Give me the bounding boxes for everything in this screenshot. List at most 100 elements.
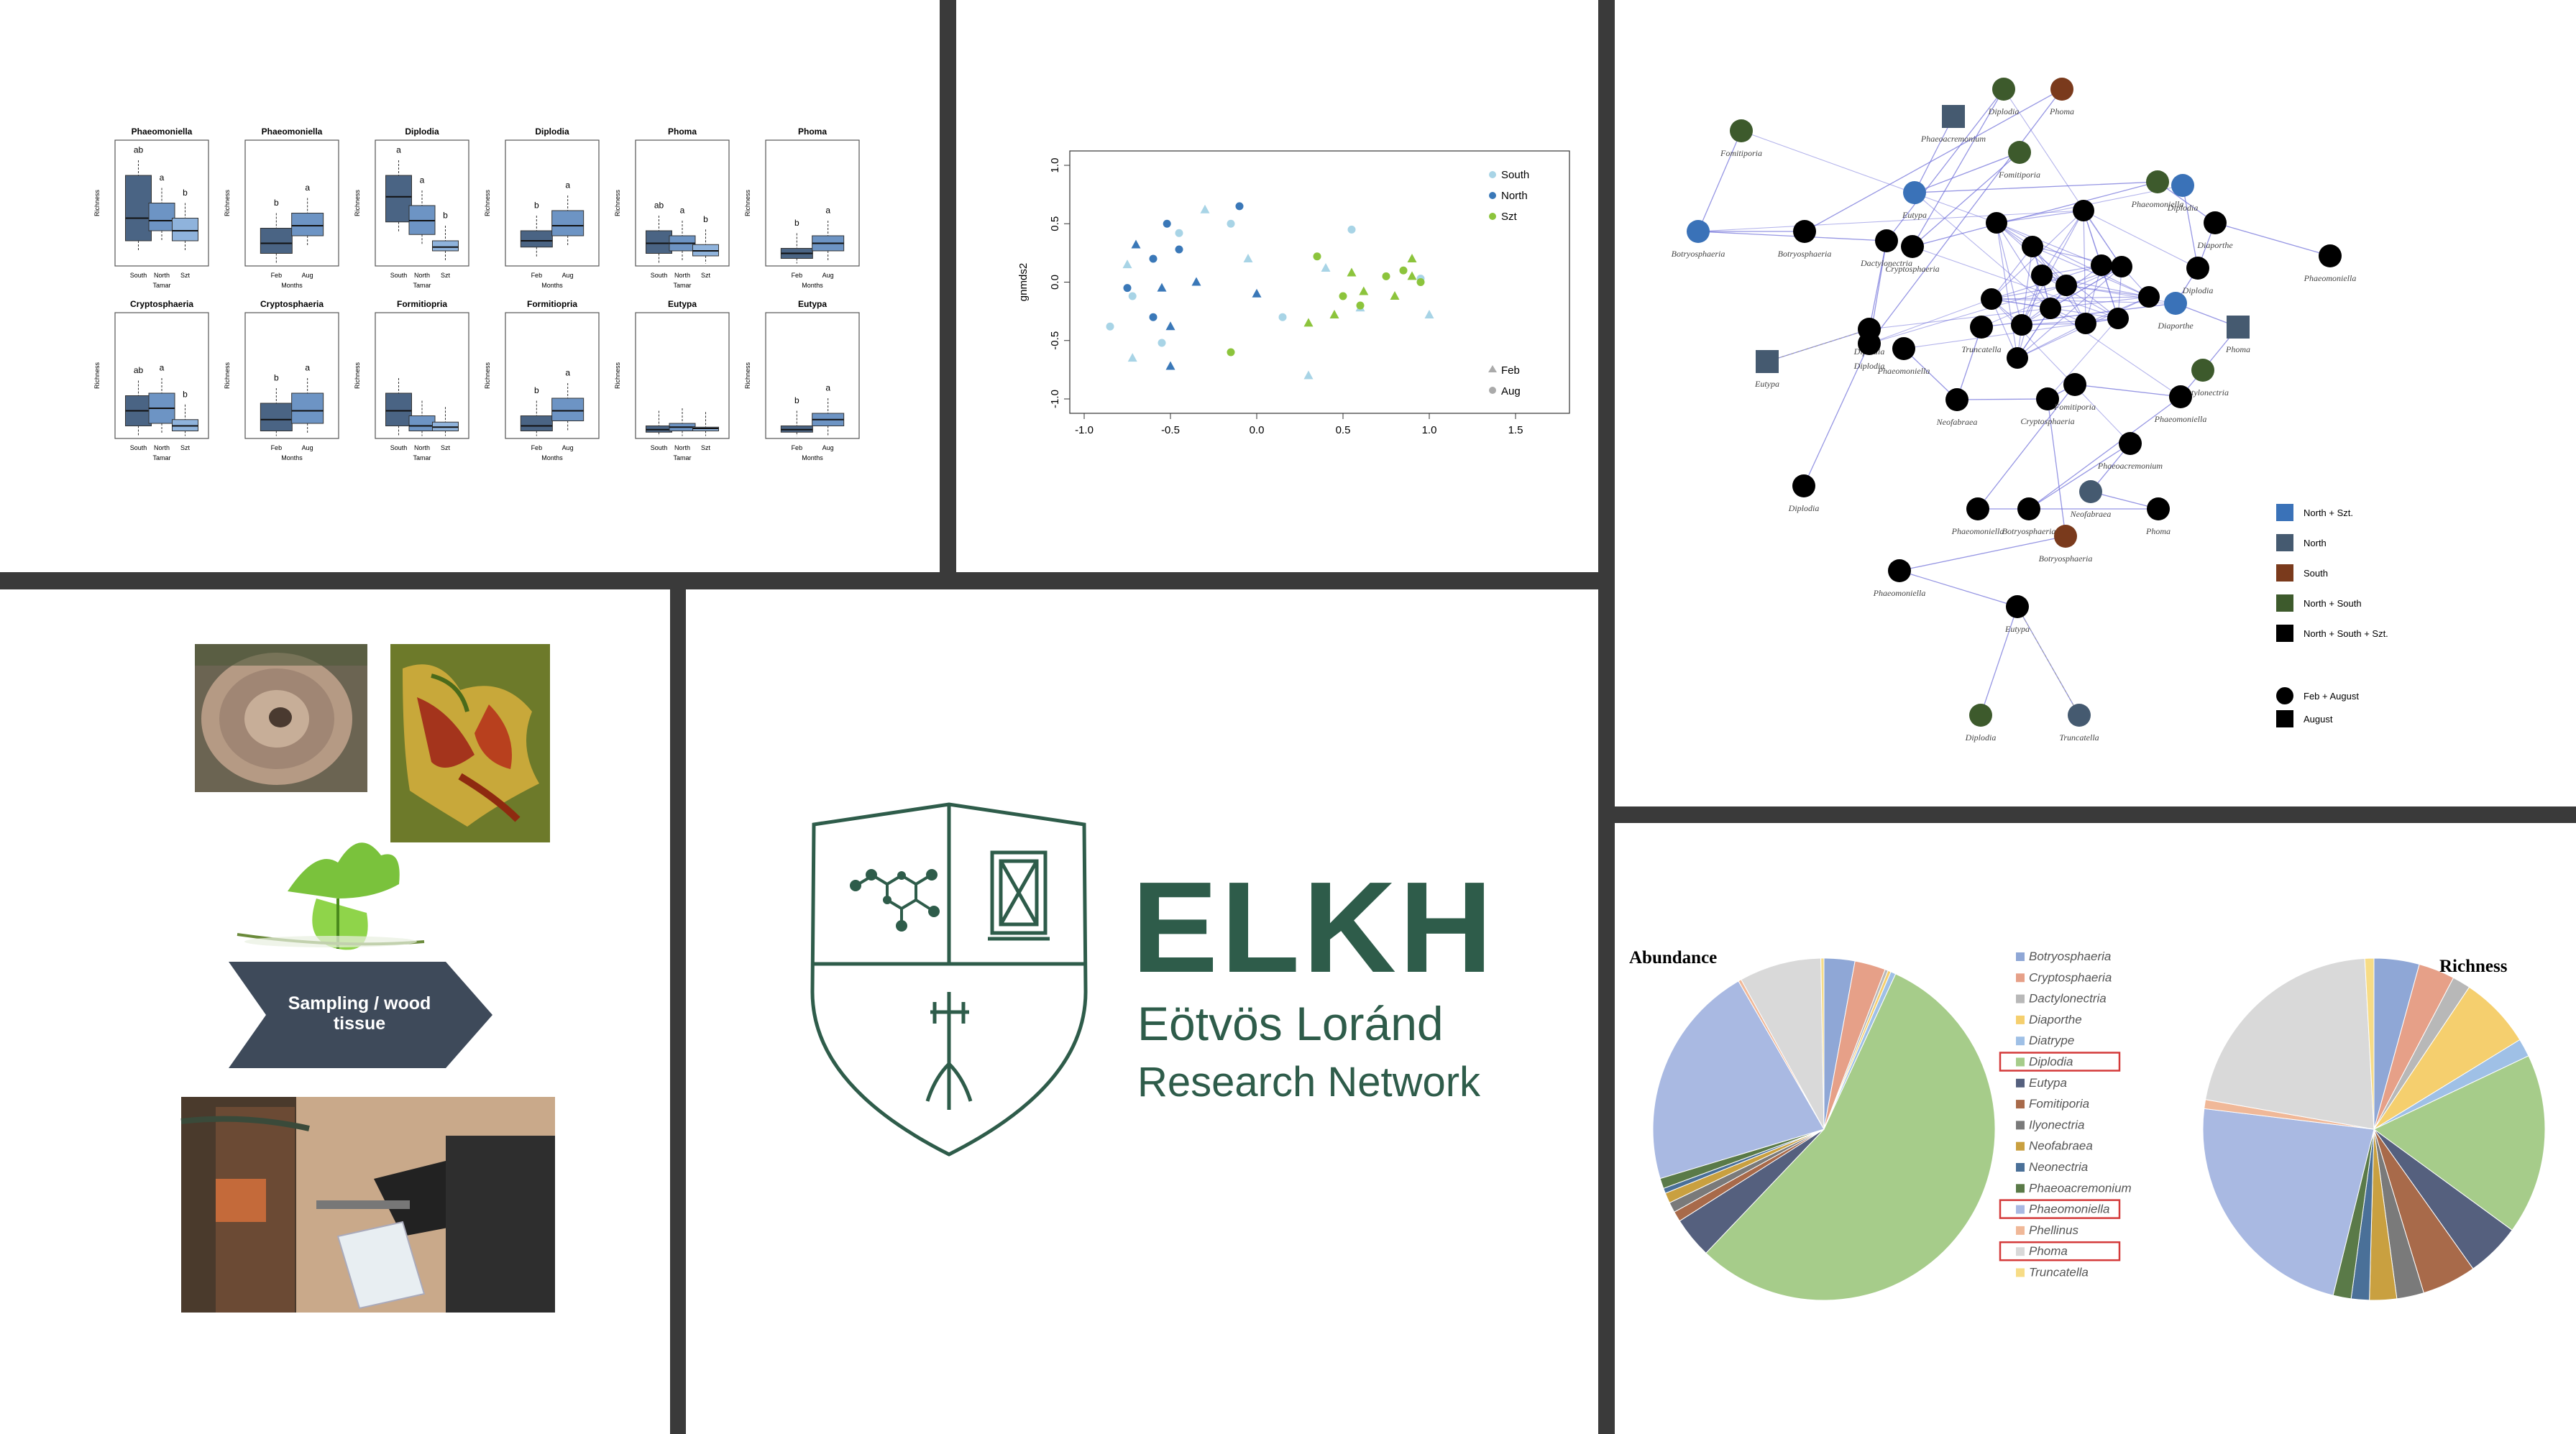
- network-edge: [1956, 326, 1982, 400]
- network-node: [2007, 347, 2028, 369]
- network-node-label: Diaporthe: [2196, 240, 2233, 250]
- boxplot-letter: a: [160, 173, 165, 183]
- network-edge: [2182, 185, 2199, 269]
- network-node: [1687, 220, 1710, 243]
- network-node: [2031, 265, 2053, 286]
- network-node-label: Eutypa: [1754, 379, 1779, 389]
- data-point: [1227, 219, 1235, 228]
- network-edge: [1996, 222, 2051, 309]
- data-point: [1278, 313, 1287, 321]
- network-node: [2017, 497, 2040, 520]
- network-edge: [2017, 323, 2086, 359]
- legend-label: Neofabraea: [2029, 1139, 2093, 1153]
- boxplot-category: South: [651, 272, 668, 279]
- network-edge: [1996, 222, 2018, 359]
- network-node: [2146, 170, 2169, 193]
- boxplot: Formitiopria Richness b Feb a Aug Months: [484, 299, 600, 461]
- legend-label: Cryptosphaeria: [2029, 970, 2112, 984]
- network-node-label: Botryosphaeria: [2039, 553, 2093, 564]
- boxplot-category: Aug: [302, 444, 313, 451]
- network-edge-dashed: [2017, 606, 2080, 716]
- legend-label: Aug: [1501, 385, 1521, 397]
- data-point: [1123, 284, 1132, 293]
- x-tick-label: -1.0: [1075, 424, 1094, 436]
- network-node: [1945, 388, 1968, 411]
- network-node: [1992, 78, 2015, 101]
- legend-label: North + South: [2304, 598, 2362, 609]
- network-node: [1969, 704, 1992, 727]
- boxplot-y-label: Richness: [744, 189, 751, 216]
- boxplot: Phaeomoniella Richness ab South a North b Szt Ta…: [93, 127, 209, 289]
- boxplot-x-label: Tamar: [152, 282, 170, 289]
- data-point: [1235, 202, 1244, 211]
- boxplot-x-label: Tamar: [673, 454, 691, 461]
- data-point: [1157, 282, 1167, 292]
- data-point: [1313, 252, 1321, 261]
- boxplot-y-label: Richness: [93, 189, 101, 216]
- data-point: [1127, 353, 1137, 362]
- boxplot-letter: a: [160, 363, 165, 373]
- boxplot-x-label: Months: [281, 282, 303, 289]
- network-edge: [1991, 246, 2033, 300]
- legend-swatch: [2016, 952, 2025, 961]
- network-node: [2119, 432, 2142, 455]
- network-node: [1901, 235, 1924, 258]
- diseased-leaf-photo: [390, 644, 550, 842]
- boxplot-box: [520, 230, 553, 248]
- network-node-label: Phaeoacremonium: [2097, 461, 2163, 471]
- network-node: [1892, 337, 1915, 360]
- boxplot: Cryptosphaeria Richness ab South a North b Szt T…: [93, 299, 209, 461]
- network-edge: [1741, 130, 1997, 224]
- legend-label: South: [2304, 568, 2328, 579]
- pie-slice: [2205, 957, 2375, 1130]
- boxplot-letter: b: [443, 211, 448, 221]
- boxplot-letter: a: [305, 183, 310, 193]
- root-icon: [925, 992, 973, 1110]
- boxplot-category: Szt: [441, 272, 451, 279]
- legend-label: North + South + Szt.: [2304, 628, 2388, 639]
- legend-swatch: [2276, 625, 2293, 642]
- network-node: [2075, 313, 2096, 334]
- legend-marker: [2276, 710, 2293, 727]
- boxplot: Phoma Richness b Feb a Aug Months: [744, 127, 860, 289]
- network-node-label: Phaeoacremonium: [1920, 134, 1986, 144]
- network-node-label: Diplodia: [1788, 503, 1820, 513]
- network-node: [2319, 244, 2342, 267]
- boxplot-frame: [114, 139, 209, 267]
- network-node-label: Phoma: [2145, 526, 2171, 536]
- legend-marker: [1488, 365, 1497, 372]
- network-edge: [1996, 222, 2022, 326]
- network-node: [1966, 497, 1989, 520]
- data-point: [1347, 225, 1356, 234]
- boxplot-title: Diplodia: [535, 127, 569, 137]
- boxplot-category: Feb: [271, 444, 283, 451]
- network-edge: [2041, 275, 2119, 319]
- boxplot-box: [260, 403, 293, 431]
- boxplot-box: [125, 175, 152, 242]
- network-node: [1875, 229, 1898, 252]
- legend-label: Feb + August: [2304, 691, 2359, 702]
- network-node-label: Phaeomoniella: [1877, 366, 1930, 376]
- boxplot-title: Cryptosphaeria: [260, 299, 324, 309]
- boxplot-title: Phoma: [668, 127, 697, 137]
- legend-label: Eutypa: [2029, 1076, 2067, 1090]
- x-tick-label: 1.5: [1508, 424, 1523, 436]
- network-node: [2036, 387, 2059, 410]
- boxplot-y-label: Richness: [224, 362, 231, 389]
- legend-swatch: [2016, 994, 2025, 1003]
- network-edge: [1914, 152, 2020, 193]
- network-edge: [2041, 210, 2084, 276]
- boxplot-box: [291, 213, 324, 236]
- molecule-icon: [850, 869, 940, 932]
- legend-swatch: [2016, 973, 2025, 983]
- y-tick-label: 0.0: [1049, 275, 1061, 290]
- network-edge: [2028, 443, 2131, 510]
- boxplot-letter: a: [305, 363, 310, 373]
- legend-highlight: [1999, 1241, 2121, 1261]
- network-edge: [1899, 570, 2018, 607]
- legend-swatch: [2016, 1037, 2025, 1046]
- boxplot-frame: [765, 139, 860, 267]
- boxplot-frame: [375, 139, 469, 267]
- network-edge: [2050, 308, 2181, 397]
- nmds-frame: [1069, 150, 1570, 414]
